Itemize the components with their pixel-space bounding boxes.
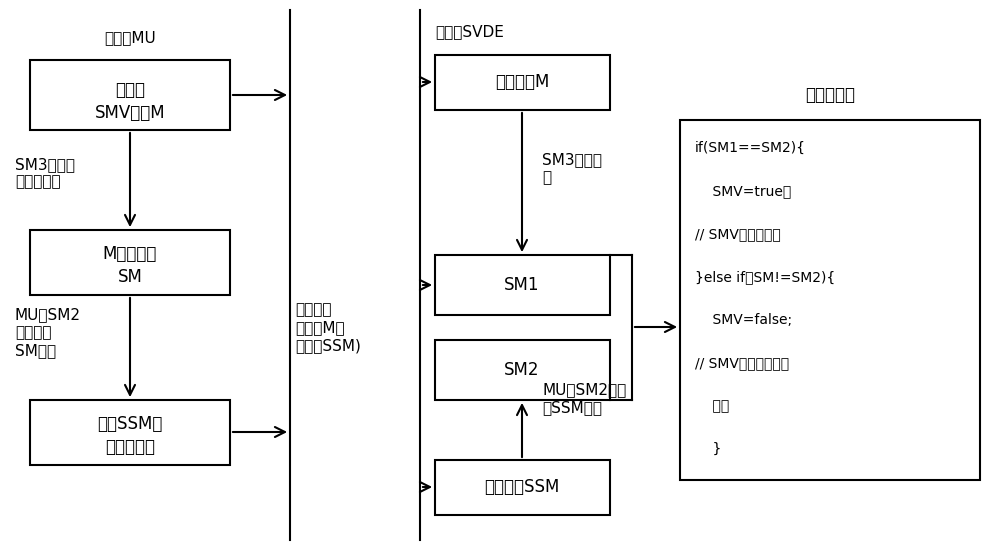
Text: 发送侧MU: 发送侧MU (104, 30, 156, 46)
Text: if(SM1==SM2){: if(SM1==SM2){ (695, 141, 806, 155)
Text: 待传递: 待传递 (115, 81, 145, 99)
Text: SMV=false;: SMV=false; (695, 313, 792, 327)
Text: }else if（SM!=SM2){: }else if（SM!=SM2){ (695, 270, 835, 284)
Bar (435, 255, 610, 315)
Text: SM: SM (118, 268, 142, 286)
Bar (435, 340, 610, 400)
Bar (435, 460, 610, 515)
Text: SM1: SM1 (504, 276, 540, 294)
Text: 接收到的SSM: 接收到的SSM (484, 478, 560, 496)
Bar (435, 55, 610, 110)
Text: 生成SSM，: 生成SSM， (97, 415, 163, 433)
Text: 伪代码表示: 伪代码表示 (805, 86, 855, 104)
Bar (30, 230, 230, 295)
Text: SM加密: SM加密 (15, 344, 56, 359)
Text: 散列值SSM): 散列值SSM) (295, 338, 361, 354)
Text: SM3算法散: SM3算法散 (542, 152, 602, 168)
Text: 接收到的M: 接收到的M (495, 73, 549, 91)
Text: SMV=true；: SMV=true； (695, 184, 791, 198)
Text: MU的SM2: MU的SM2 (15, 307, 81, 322)
Text: }: } (695, 442, 721, 456)
Text: 传递消息: 传递消息 (295, 302, 332, 317)
Text: SM2: SM2 (504, 361, 540, 379)
Text: SM3算法散: SM3算法散 (15, 157, 75, 173)
Text: 即数字签名: 即数字签名 (105, 438, 155, 456)
Text: MU的SM2公钥: MU的SM2公钥 (542, 382, 626, 398)
Text: 私钥加对: 私钥加对 (15, 326, 52, 340)
Bar (680, 120, 980, 480)
Text: 对SSM解密: 对SSM解密 (542, 400, 602, 415)
Text: // SMV篹改，产生告: // SMV篹改，产生告 (695, 356, 789, 370)
Text: 列生成摘要: 列生成摘要 (15, 174, 61, 190)
Text: // SMV报文正常；: // SMV报文正常； (695, 227, 781, 241)
Bar (30, 400, 230, 465)
Bar (30, 60, 230, 130)
Text: 接收侧SVDE: 接收侧SVDE (435, 25, 504, 40)
Text: SMV报文M: SMV报文M (95, 104, 165, 122)
Text: 列: 列 (542, 170, 551, 185)
Text: （包括M和: （包括M和 (295, 321, 345, 336)
Text: 警；: 警； (695, 399, 729, 413)
Text: M的散列值: M的散列值 (103, 245, 157, 263)
